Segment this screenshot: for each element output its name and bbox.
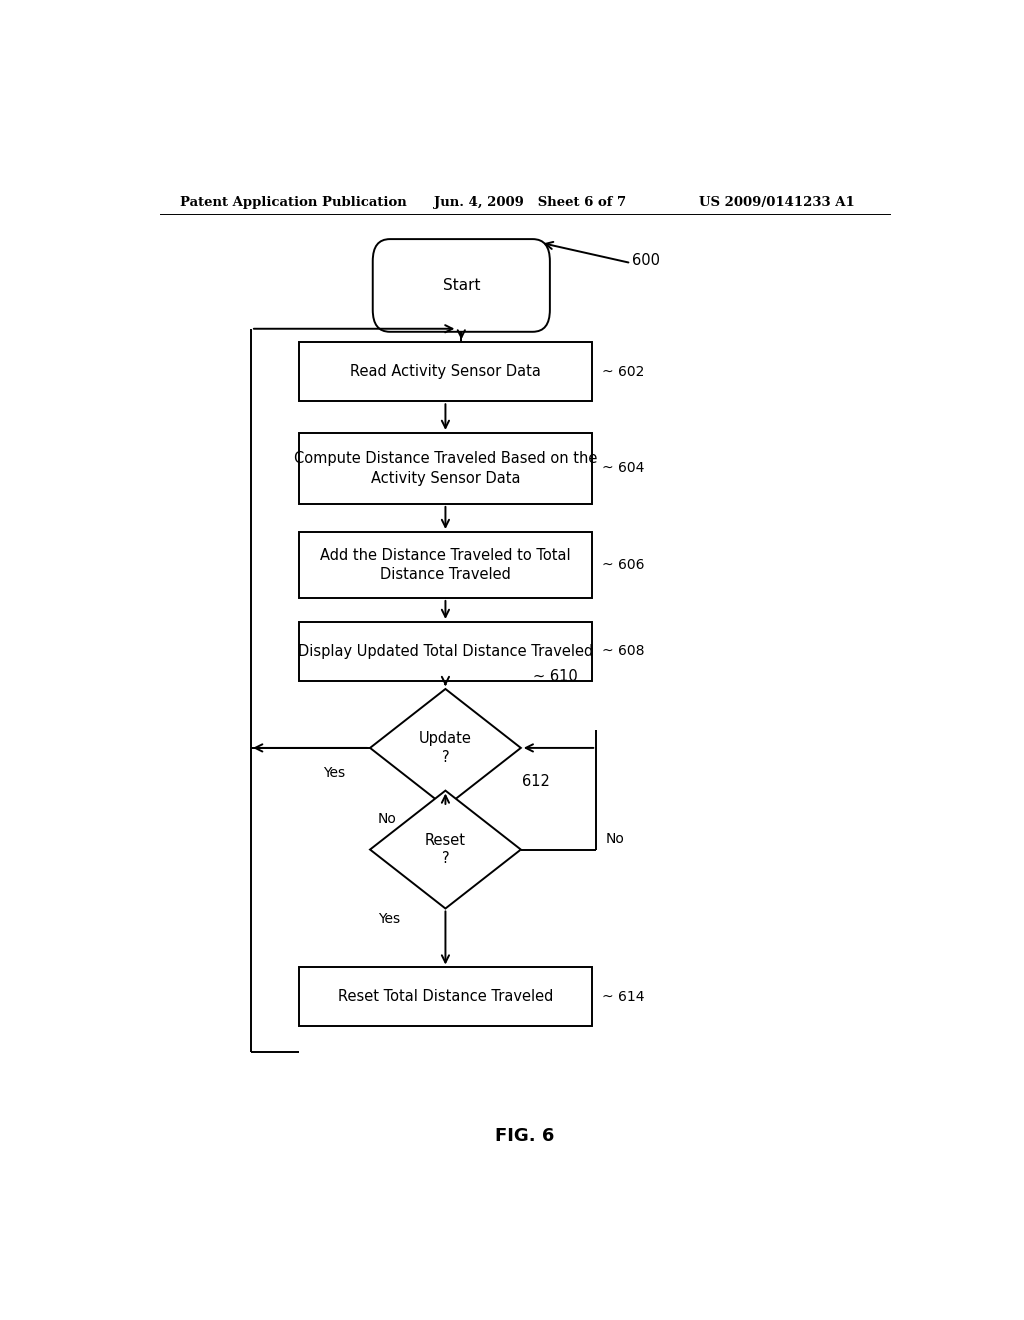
Text: Start: Start — [442, 279, 480, 293]
Bar — [299, 532, 592, 598]
Text: FIG. 6: FIG. 6 — [496, 1127, 554, 1146]
Text: Display Updated Total Distance Traveled: Display Updated Total Distance Traveled — [298, 644, 593, 659]
Text: Add the Distance Traveled to Total
Distance Traveled: Add the Distance Traveled to Total Dista… — [321, 548, 570, 582]
Text: Compute Distance Traveled Based on the
Activity Sensor Data: Compute Distance Traveled Based on the A… — [294, 451, 597, 486]
Text: ~ 602: ~ 602 — [602, 364, 644, 379]
Bar — [299, 622, 592, 681]
Text: ~ 610: ~ 610 — [532, 669, 578, 684]
Bar — [299, 433, 592, 504]
Text: Patent Application Publication: Patent Application Publication — [179, 195, 407, 209]
Text: 600: 600 — [632, 252, 659, 268]
Text: Reset Total Distance Traveled: Reset Total Distance Traveled — [338, 990, 553, 1005]
FancyBboxPatch shape — [373, 239, 550, 331]
Text: Update
?: Update ? — [419, 731, 472, 764]
Text: Reset
?: Reset ? — [425, 833, 466, 866]
Text: US 2009/0141233 A1: US 2009/0141233 A1 — [699, 195, 855, 209]
Polygon shape — [370, 689, 521, 807]
Text: No: No — [606, 833, 625, 846]
Text: ~ 608: ~ 608 — [602, 644, 644, 659]
Bar — [299, 342, 592, 401]
Text: No: No — [378, 812, 397, 826]
Text: ~ 606: ~ 606 — [602, 558, 644, 572]
Text: 612: 612 — [522, 774, 550, 788]
Text: ~ 604: ~ 604 — [602, 462, 644, 475]
Text: Yes: Yes — [324, 766, 345, 780]
Text: Jun. 4, 2009   Sheet 6 of 7: Jun. 4, 2009 Sheet 6 of 7 — [433, 195, 626, 209]
Polygon shape — [370, 791, 521, 908]
Bar — [299, 968, 592, 1027]
Text: Yes: Yes — [378, 912, 400, 925]
Text: Read Activity Sensor Data: Read Activity Sensor Data — [350, 364, 541, 379]
Text: ~ 614: ~ 614 — [602, 990, 644, 1005]
